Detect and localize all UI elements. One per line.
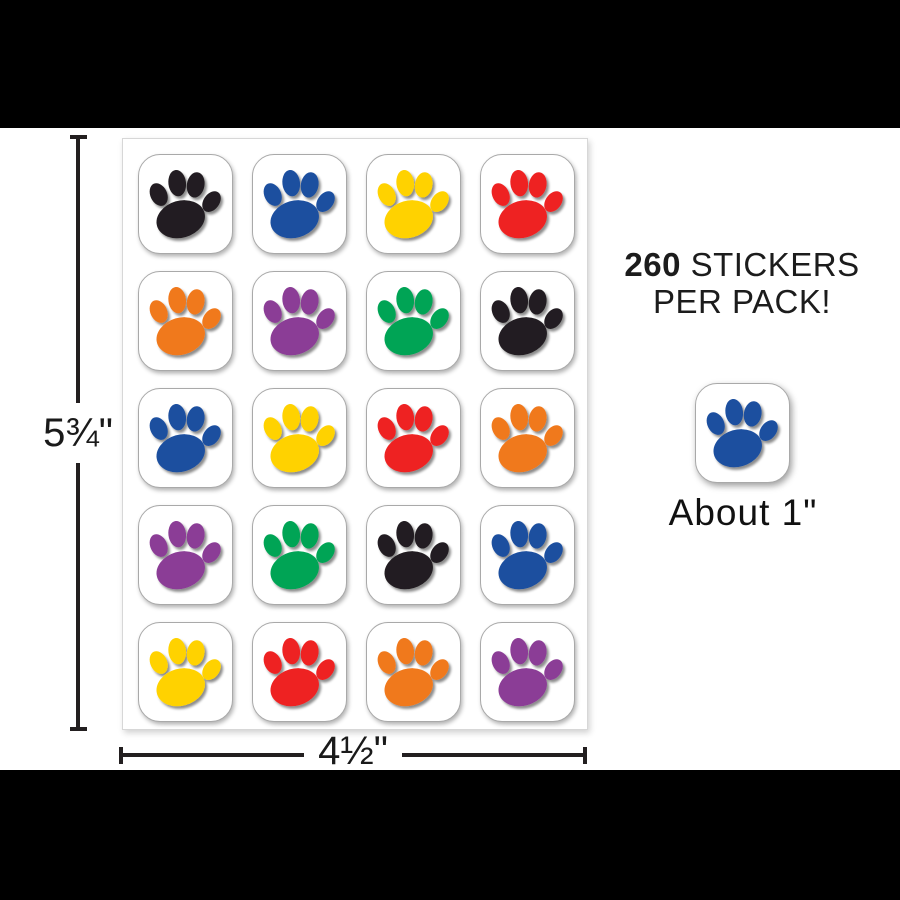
sticker-sheet [122, 138, 588, 730]
product-image-canvas: 5¾" 4½" 260 STICKERS PER PACK! About 1" [0, 128, 900, 773]
dimension-segment [123, 753, 305, 757]
dimension-segment [401, 753, 583, 757]
sample-sticker [695, 383, 790, 483]
sticker-yellow [252, 388, 347, 488]
paw-icon [142, 513, 230, 601]
sticker-green [252, 505, 347, 605]
dimension-segment [76, 139, 80, 403]
sticker-yellow [138, 622, 233, 722]
sample-caption: About 1" [668, 492, 818, 533]
sticker-orange [366, 622, 461, 722]
sheet-height-label: 5¾" [43, 411, 113, 455]
dimension-cap-right [583, 746, 587, 764]
paw-icon [370, 279, 458, 367]
dimension-segment [76, 463, 80, 727]
paw-icon [256, 279, 344, 367]
paw-icon [370, 162, 458, 250]
sticker-blue [480, 505, 575, 605]
paw-icon [256, 396, 344, 484]
sticker-count-number: 260 [624, 246, 681, 283]
sticker-count-rest: STICKERS [680, 246, 860, 283]
height-dimension-line: 5¾" [28, 135, 128, 731]
dimension-cap-left [119, 746, 123, 764]
dimension-cap-top [69, 135, 87, 139]
sticker-orange [138, 271, 233, 371]
paw-icon [484, 162, 572, 250]
per-pack-text: PER PACK! [652, 283, 832, 320]
paw-icon [370, 630, 458, 718]
paw-icon [484, 513, 572, 601]
paw-icon [370, 396, 458, 484]
paw-icon [142, 396, 230, 484]
sticker-red [252, 622, 347, 722]
paw-icon [142, 630, 230, 718]
sample-paw-use [703, 397, 782, 472]
sample-paw-icon [699, 391, 787, 479]
paw-icon [142, 162, 230, 250]
paw-icon [256, 162, 344, 250]
dimension-cap-bottom [69, 727, 87, 731]
sticker-black [480, 271, 575, 371]
letterbox-top [0, 0, 900, 128]
sticker-purple [138, 505, 233, 605]
sticker-blue [138, 388, 233, 488]
paw-icon [256, 513, 344, 601]
width-dimension-line: 4½" [119, 731, 587, 773]
sticker-orange [480, 388, 575, 488]
sticker-yellow [366, 154, 461, 254]
sticker-black [366, 505, 461, 605]
sticker-black [138, 154, 233, 254]
sticker-purple [252, 271, 347, 371]
paw-icon [256, 630, 344, 718]
paw-icon [484, 279, 572, 367]
sticker-blue [252, 154, 347, 254]
paw-icon [142, 279, 230, 367]
sheet-width-label: 4½" [318, 729, 388, 773]
sticker-green [366, 271, 461, 371]
sticker-grid [138, 154, 575, 722]
paw-icon [484, 396, 572, 484]
paw-icon [484, 630, 572, 718]
paw-icon [370, 513, 458, 601]
letterbox-bottom [0, 770, 900, 900]
sticker-red [366, 388, 461, 488]
sticker-red [480, 154, 575, 254]
sticker-count-text: 260 STICKERS PER PACK! [612, 246, 872, 320]
sticker-purple [480, 622, 575, 722]
